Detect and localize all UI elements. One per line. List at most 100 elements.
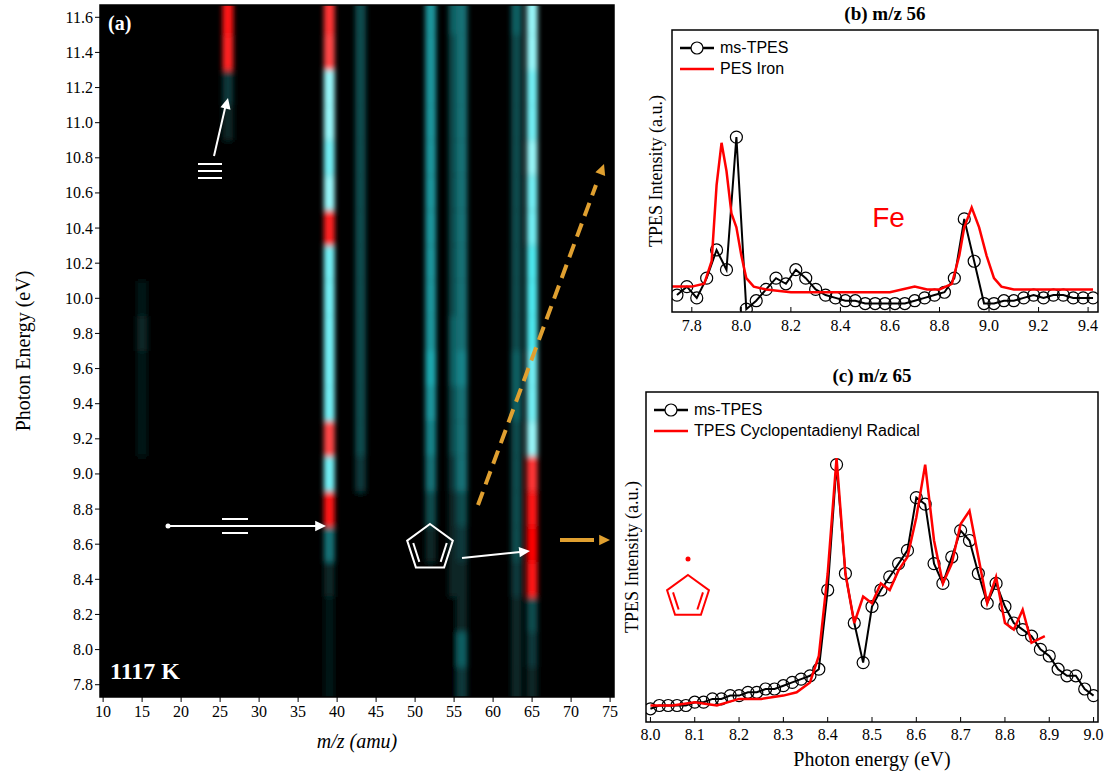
heat-cell (137, 5, 148, 35)
panel-1: 7.88.08.28.48.68.89.09.29.4(b) m/z 56TPE… (646, 3, 1099, 334)
x-tick-label: 45 (368, 703, 384, 720)
heat-cell (222, 246, 233, 281)
x-tick-label: 8.3 (773, 726, 793, 743)
y-tick-label: 10.8 (65, 149, 93, 166)
x-tick (493, 697, 494, 702)
triple-bond (198, 177, 222, 179)
heat-cell (527, 5, 538, 35)
y-tick (95, 509, 100, 510)
heat-cell (425, 246, 436, 281)
data-point (740, 303, 752, 312)
heat-cell (355, 5, 366, 35)
heat-cell (456, 246, 467, 281)
heat-cell (324, 562, 335, 597)
y-tick-label: 10.4 (65, 220, 93, 237)
heat-cell (527, 105, 538, 140)
heat-cell (355, 316, 366, 351)
x-tick-label: 50 (407, 703, 423, 720)
x-tick (103, 697, 104, 702)
radical-dot (686, 557, 691, 562)
data-point (1070, 670, 1082, 682)
x-tick (889, 307, 890, 312)
heat-cell (511, 316, 522, 351)
x-tick (220, 697, 221, 702)
heat-cell (222, 492, 233, 527)
x-tick-label: 8.0 (731, 317, 751, 334)
heat-cell (456, 70, 467, 105)
heat-cell (324, 421, 335, 456)
data-point (730, 131, 742, 143)
y-tick (95, 298, 100, 299)
heat-cell (456, 351, 467, 386)
heat-cell (425, 492, 436, 527)
heat-cell (511, 667, 522, 697)
x-tick (610, 697, 611, 702)
x-axis-title: Photon energy (eV) (793, 748, 950, 771)
series-line (672, 143, 1093, 292)
series-line (650, 465, 1093, 709)
heat-cell (355, 70, 366, 105)
heat-cell (222, 527, 233, 562)
y-tick-label: 11.2 (66, 79, 93, 96)
heat-cell (456, 35, 467, 70)
legend-label: TPES Cyclopentadienyl Radical (694, 422, 920, 439)
data-point (1043, 650, 1055, 662)
heat-cell (425, 667, 436, 697)
heat-cell (324, 351, 335, 386)
heat-cell (137, 246, 148, 281)
plot-background (100, 5, 614, 697)
y-tick (95, 544, 100, 545)
legend-swatch (654, 430, 688, 433)
y-tick (95, 614, 100, 615)
heat-cell (456, 632, 467, 667)
heat-cell (527, 632, 538, 667)
radical-dot (166, 524, 171, 529)
heat-cell (222, 35, 233, 70)
x-tick (694, 717, 695, 722)
heat-cell (511, 351, 522, 386)
heat-cell (324, 597, 335, 632)
heat-cell (355, 527, 366, 562)
heat-cell (324, 5, 335, 35)
y-tick (95, 473, 100, 474)
heat-cell (425, 597, 436, 632)
heat-cell (355, 351, 366, 386)
heat-cell (456, 386, 467, 421)
x-tick-label: 8.8 (995, 726, 1015, 743)
ring (667, 575, 709, 615)
single-bond (170, 525, 222, 527)
heat-cell (355, 35, 366, 70)
heat-cell (137, 386, 148, 421)
heat-cell (222, 667, 233, 697)
heat-cell (324, 140, 335, 175)
y-tick (95, 333, 100, 334)
heat-cell (527, 492, 538, 527)
heat-cell (425, 210, 436, 245)
legend-marker (665, 404, 677, 416)
x-tick (532, 697, 533, 702)
heat-cell (137, 527, 148, 562)
heat-cell (222, 5, 233, 35)
x-tick-label: 7.8 (682, 317, 702, 334)
y-tick (95, 263, 100, 264)
heat-cell (511, 492, 522, 527)
y-axis-title: Photon Energy (eV) (12, 271, 35, 432)
arrow-head (220, 98, 230, 110)
series-line (650, 458, 1044, 706)
x-tick (1093, 717, 1094, 722)
x-tick (960, 717, 961, 722)
ring (407, 524, 453, 567)
heat-cell (527, 140, 538, 175)
y-tick (95, 579, 100, 580)
x-tick-label: 55 (446, 703, 462, 720)
x-tick (840, 307, 841, 312)
panel-a: 10152025303540455055606570757.88.08.28.4… (12, 0, 618, 753)
data-point (1088, 690, 1098, 702)
x-tick (376, 697, 377, 702)
x-tick (181, 697, 182, 702)
panel-title: (c) m/z 65 (832, 365, 911, 387)
x-axis-title: m/z (amu) (317, 730, 398, 753)
heat-cell (456, 105, 467, 140)
heat-cell (324, 210, 335, 245)
heat-cell (137, 351, 148, 386)
